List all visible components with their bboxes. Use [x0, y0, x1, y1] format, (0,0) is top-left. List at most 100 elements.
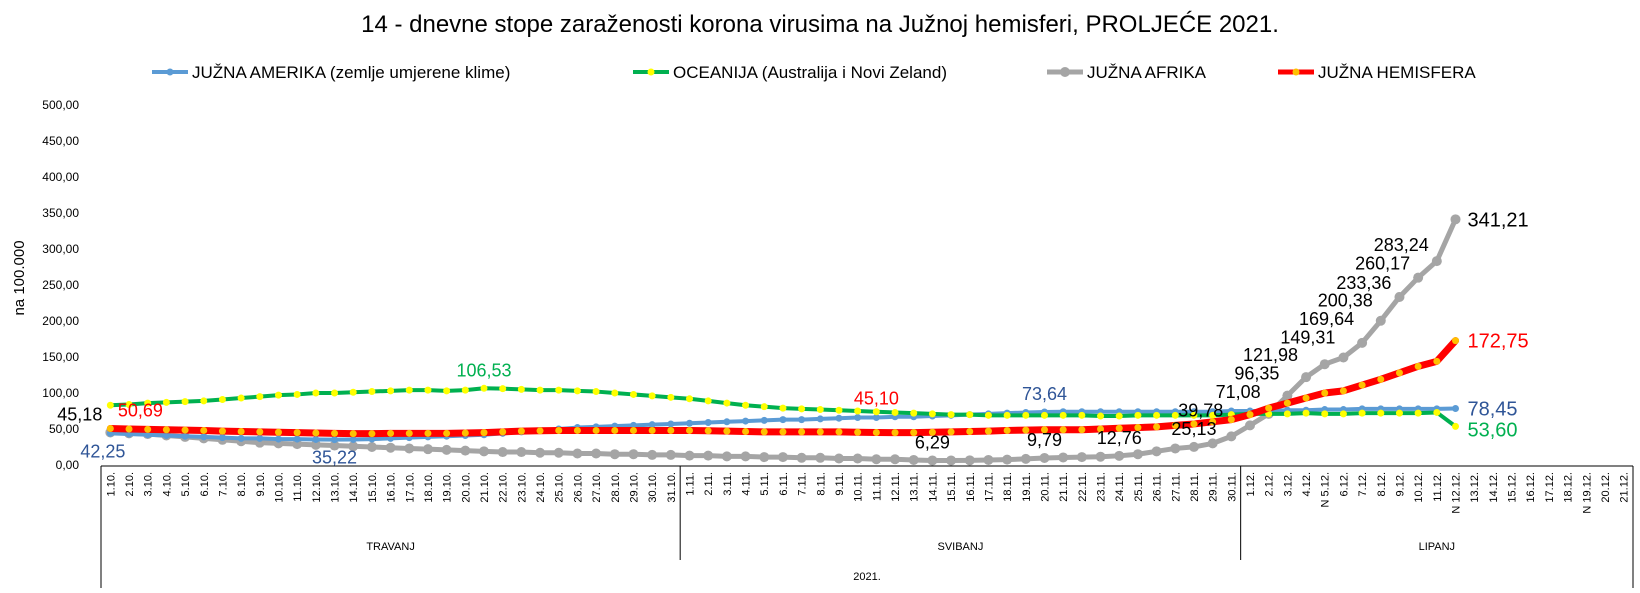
- x-tick-label: 22.10.: [498, 472, 510, 503]
- data-point: [835, 406, 843, 414]
- data-point: [1452, 337, 1460, 345]
- legend-swatch-marker: [647, 68, 655, 76]
- legend: JUŽNA AMERIKA (zemlje umjerene klime) OCE…: [152, 63, 1476, 82]
- data-point: [536, 386, 544, 394]
- data-point: [1022, 426, 1030, 434]
- x-tick-label: 6.11.: [778, 472, 790, 496]
- data-label: 42,25: [80, 441, 125, 461]
- data-point: [760, 428, 768, 436]
- data-point: [852, 453, 863, 464]
- data-point: [1151, 446, 1162, 457]
- data-point: [1039, 452, 1050, 463]
- x-tick-label: 4.11.: [741, 472, 753, 496]
- data-point: [368, 435, 376, 443]
- x-tick-label: 21.12.: [1619, 472, 1631, 503]
- x-tick-label: 11.12.: [1432, 472, 1444, 502]
- x-tick-label: 14.10.: [348, 472, 360, 503]
- x-tick-label: 12.10.: [311, 472, 323, 503]
- data-point: [798, 428, 806, 436]
- x-tick-label: 19.10.: [442, 472, 454, 503]
- data-point: [1003, 426, 1011, 434]
- x-tick-label: 17.12.: [1544, 472, 1556, 503]
- legend-item: JUŽNA AFRIKA: [1047, 63, 1207, 82]
- legend-label: JUŽNA AFRIKA: [1087, 63, 1207, 82]
- data-point: [368, 430, 376, 438]
- x-tick-label: 13.12.: [1469, 472, 1481, 503]
- x-tick-label: 7.11.: [797, 472, 809, 496]
- data-point: [686, 395, 694, 403]
- data-point: [1227, 416, 1235, 424]
- x-tick-label: 1.12.: [1245, 472, 1257, 496]
- data-point: [348, 441, 359, 452]
- y-tick-label: 350,00: [42, 206, 79, 220]
- data-point: [312, 389, 320, 397]
- data-point: [890, 454, 901, 465]
- x-tick-label: 15.10.: [367, 472, 379, 503]
- legend-swatch-marker: [1060, 67, 1070, 77]
- data-point: [835, 428, 843, 436]
- data-point: [891, 429, 899, 437]
- data-point: [1115, 424, 1123, 432]
- x-tick-label: 9.11.: [834, 472, 846, 496]
- data-point: [1115, 412, 1123, 420]
- data-point: [647, 449, 658, 460]
- data-point: [984, 411, 992, 419]
- data-point: [181, 426, 189, 434]
- legend-swatch-marker: [1292, 68, 1300, 76]
- x-tick-label: 25.10.: [554, 472, 566, 503]
- legend-swatch-marker: [166, 68, 174, 76]
- data-point: [385, 442, 396, 453]
- data-point: [798, 405, 806, 413]
- x-tick-label: 18.10.: [423, 472, 435, 503]
- x-tick-label: 2.11.: [703, 472, 715, 496]
- data-point: [1022, 411, 1030, 419]
- data-point: [742, 428, 750, 436]
- data-point: [928, 410, 936, 418]
- data-label: 39,78: [1178, 400, 1223, 420]
- data-point: [723, 399, 731, 407]
- data-point: [1452, 405, 1460, 413]
- data-point: [592, 388, 600, 396]
- data-point: [237, 428, 245, 436]
- data-point: [1134, 411, 1142, 419]
- data-point: [1321, 410, 1329, 418]
- data-point: [1058, 452, 1069, 463]
- data-point: [1301, 372, 1312, 383]
- x-tick-label: 3.12.: [1282, 472, 1294, 496]
- x-tick-label: 18.11.: [1002, 472, 1014, 502]
- data-point: [908, 454, 919, 465]
- x-tick-label: 7.10.: [217, 472, 229, 496]
- data-point: [1321, 389, 1329, 397]
- data-point: [1377, 409, 1385, 417]
- x-tick-label: 16.12.: [1525, 472, 1537, 503]
- x-tick-label: 16.10.: [386, 472, 398, 503]
- data-point: [723, 427, 731, 435]
- data-point: [1338, 352, 1349, 363]
- data-point: [872, 413, 880, 421]
- x-tick-label: 17.10.: [404, 472, 416, 503]
- y-tick-label: 200,00: [42, 314, 79, 328]
- data-point: [723, 418, 731, 426]
- data-point: [555, 426, 563, 434]
- data-point: [1357, 337, 1368, 348]
- data-point: [815, 452, 826, 463]
- x-tick-label: 23.10.: [516, 472, 528, 503]
- x-tick-label: 11.11.: [871, 472, 883, 501]
- data-point: [517, 385, 525, 393]
- data-point: [1246, 411, 1254, 419]
- x-tick-label: 2.12.: [1264, 472, 1276, 496]
- data-point: [292, 439, 303, 450]
- data-point: [871, 454, 882, 465]
- data-point: [648, 426, 656, 434]
- data-point: [1431, 256, 1442, 267]
- data-point: [1450, 214, 1461, 225]
- data-point: [779, 404, 787, 412]
- data-label: 149,31: [1280, 327, 1335, 347]
- data-point: [312, 435, 320, 443]
- data-point: [1040, 426, 1048, 434]
- data-label: 260,17: [1355, 254, 1410, 274]
- data-point: [1059, 426, 1067, 434]
- data-point: [256, 434, 264, 442]
- data-point: [648, 421, 656, 429]
- data-point: [1153, 423, 1161, 431]
